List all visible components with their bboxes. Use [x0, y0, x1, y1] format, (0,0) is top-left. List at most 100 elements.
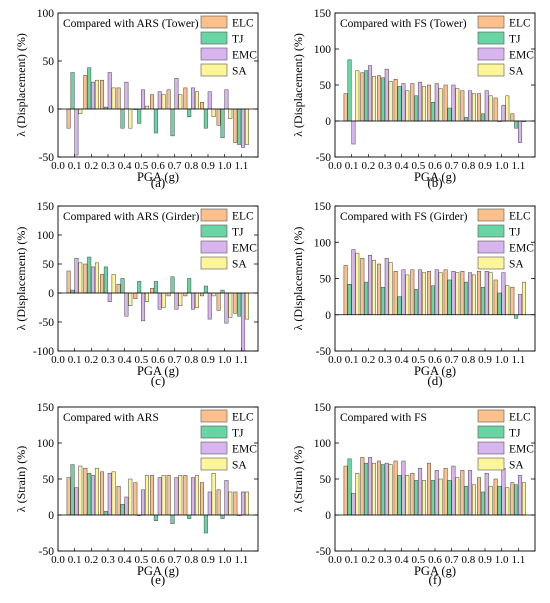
x-tick-label: 0.2 [84, 160, 98, 172]
bar-tj-0.9 [203, 108, 208, 129]
x-tick-label: 1.1 [234, 354, 248, 366]
bar-emc-0.8 [468, 272, 473, 316]
bar-emc-0.2 [368, 457, 373, 516]
bar-sa-0.2 [371, 462, 376, 516]
x-tick-label: 0.8 [184, 554, 198, 566]
bar-tj-0.2 [364, 281, 369, 316]
legend-label-elc: ELC [232, 211, 254, 223]
bar-emc-0.6 [157, 477, 162, 516]
legend-label-tj: TJ [509, 428, 521, 440]
bar-elc-0.3 [377, 460, 381, 516]
bar-emc-0.9 [484, 90, 489, 122]
bar-emc-0.9 [207, 491, 212, 516]
bar-tj-0.2 [364, 462, 369, 516]
legend-label-emc: EMC [232, 50, 257, 62]
bar-tj-0.9 [480, 491, 485, 516]
legend-label-emc: EMC [509, 243, 534, 255]
legend-swatch-emc [477, 47, 505, 61]
bar-sa-1.1 [521, 482, 526, 516]
x-tick-label: 0.0 [328, 354, 342, 366]
x-tick-label: 0.2 [84, 354, 98, 366]
legend-label-tj: TJ [232, 428, 244, 440]
bar-emc-0.7 [174, 292, 179, 310]
x-axis-label: PGA (g) [137, 170, 179, 184]
bar-emc-0.2 [91, 266, 96, 294]
x-tick-label: 0.8 [184, 160, 198, 172]
bar-sa-0.6 [438, 478, 443, 516]
bar-tj-0.7 [447, 480, 452, 516]
bar-emc-0.6 [434, 269, 439, 315]
bar-tj-0.7 [447, 107, 452, 122]
bar-elc-0.7 [166, 292, 171, 297]
bar-elc-0.6 [150, 288, 154, 294]
bar-emc-0.3 [384, 68, 389, 122]
bar-tj-0.3 [380, 286, 385, 316]
legend-label-sa: SA [232, 66, 247, 78]
x-tick-label: 0.5 [134, 554, 148, 566]
x-tick-label: 0.0 [328, 554, 342, 566]
y-tick-label: -50 [316, 346, 332, 358]
y-tick-label: 100 [314, 438, 332, 450]
x-tick-label: 0.3 [378, 554, 392, 566]
y-tick-label: -100 [33, 346, 54, 358]
legend-swatch-sa [477, 256, 505, 270]
bar-sa-0.7 [178, 475, 183, 516]
bar-emc-0.9 [207, 91, 212, 110]
y-tick-label: 50 [320, 274, 332, 286]
bar-tj-0.2 [87, 472, 92, 516]
panel-label: (e) [151, 572, 165, 587]
bar-elc-0.3 [100, 471, 104, 516]
bar-elc-0.8 [183, 475, 188, 516]
bar-sa-0.1 [78, 262, 83, 294]
x-tick-label: 0.9 [201, 554, 215, 566]
chart-panel-5: -50 0 50 100 150 0.0 0.1 0.2 0.3 0.4 0.5 0.6 0.7 0.8 0… [14, 402, 259, 587]
bar-emc-0.5 [418, 467, 423, 516]
x-tick-label: 0.4 [118, 354, 132, 366]
bar-elc-0.1 [66, 108, 71, 129]
y-tick-label: 50 [43, 259, 55, 271]
bar-emc-1.1 [241, 108, 246, 148]
bar-sa-0.8 [471, 93, 476, 122]
bar-emc-1.0 [224, 89, 229, 110]
bar-tj-0.4 [120, 503, 125, 516]
bar-emc-0.6 [434, 470, 439, 516]
y-tick-label: -50 [39, 317, 55, 329]
x-tick-label: 0.5 [134, 160, 148, 172]
x-tick-label: 0.7 [445, 554, 459, 566]
bar-elc-0.1 [66, 477, 71, 516]
bar-tj-0.3 [380, 77, 385, 122]
bar-tj-1.1 [237, 292, 242, 317]
bar-emc-0.4 [401, 269, 406, 315]
x-tick-label: 1.0 [495, 354, 509, 366]
bar-elc-0.9 [477, 477, 481, 516]
bar-elc-0.5 [410, 269, 415, 315]
bar-sa-0.5 [421, 480, 426, 516]
legend-label-tj: TJ [509, 34, 521, 46]
legend-swatch-elc [477, 208, 505, 222]
x-axis-label: PGA (g) [414, 364, 456, 378]
x-tick-label: 1.1 [234, 554, 248, 566]
bar-elc-0.9 [200, 102, 204, 110]
x-axis-label: PGA (g) [414, 170, 456, 184]
bar-emc-0.8 [191, 292, 196, 310]
bar-sa-0.4 [405, 274, 410, 316]
bar-tj-0.6 [153, 514, 158, 522]
bar-elc-1.0 [216, 292, 221, 311]
panel-label: (d) [427, 373, 442, 388]
legend-label-emc: EMC [232, 243, 257, 255]
x-tick-label: 0.6 [428, 160, 442, 172]
panel-label: (a) [151, 175, 165, 190]
bar-tj-0.9 [203, 514, 208, 534]
x-tick-label: 1.1 [511, 554, 525, 566]
legend-swatch-sa [200, 256, 228, 270]
bar-sa-0.4 [128, 108, 133, 129]
legend-swatch-emc [200, 47, 228, 61]
bar-tj-1.1 [514, 120, 519, 129]
y-tick-label: 150 [314, 8, 332, 20]
bar-sa-0.5 [144, 105, 149, 110]
bar-sa-1.0 [228, 292, 233, 318]
bar-tj-0.4 [120, 108, 125, 129]
x-tick-label: 0.4 [395, 354, 409, 366]
bar-elc-1.1 [510, 482, 515, 516]
bar-elc-0.4 [116, 87, 121, 110]
